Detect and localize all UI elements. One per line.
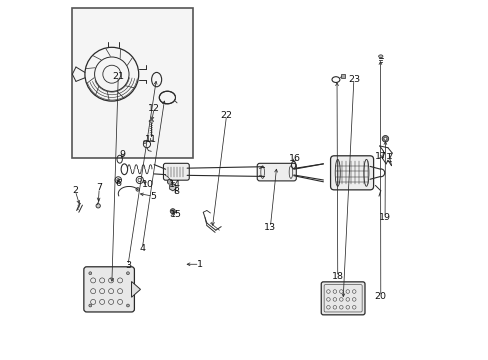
Text: 20: 20 (374, 292, 386, 301)
Text: 4: 4 (139, 244, 145, 253)
Text: 2: 2 (72, 186, 78, 195)
Text: 13: 13 (264, 223, 276, 232)
Text: 1: 1 (196, 260, 202, 269)
Polygon shape (169, 184, 176, 191)
Text: 5: 5 (150, 192, 156, 201)
Text: 22: 22 (220, 111, 232, 120)
Text: 7: 7 (96, 183, 102, 192)
Circle shape (170, 209, 175, 214)
Text: 10: 10 (142, 180, 153, 189)
Text: 17: 17 (374, 152, 386, 161)
Text: 23: 23 (347, 75, 359, 84)
Text: 12: 12 (148, 104, 160, 113)
Text: 8: 8 (173, 187, 179, 196)
Circle shape (167, 179, 172, 184)
Text: 11: 11 (145, 135, 157, 144)
Text: 19: 19 (378, 213, 390, 222)
Circle shape (382, 135, 388, 142)
Bar (72, 8, 192, 158)
Circle shape (126, 272, 129, 275)
FancyBboxPatch shape (163, 163, 189, 180)
FancyBboxPatch shape (83, 267, 134, 312)
Text: 18: 18 (331, 272, 343, 281)
Text: 21: 21 (112, 72, 124, 81)
Text: 9: 9 (120, 150, 125, 159)
Text: 15: 15 (169, 210, 181, 219)
Circle shape (96, 204, 100, 208)
Circle shape (89, 272, 92, 275)
Ellipse shape (149, 120, 153, 122)
Circle shape (89, 304, 92, 307)
Text: 16: 16 (288, 154, 300, 163)
FancyBboxPatch shape (257, 163, 296, 181)
FancyBboxPatch shape (321, 282, 364, 315)
Text: 6: 6 (115, 179, 121, 188)
FancyBboxPatch shape (330, 156, 373, 190)
Text: 3: 3 (124, 261, 131, 270)
Circle shape (383, 137, 386, 140)
Ellipse shape (378, 55, 382, 58)
Polygon shape (131, 282, 140, 297)
Circle shape (136, 188, 139, 191)
Text: 14: 14 (168, 180, 180, 189)
Circle shape (126, 304, 129, 307)
